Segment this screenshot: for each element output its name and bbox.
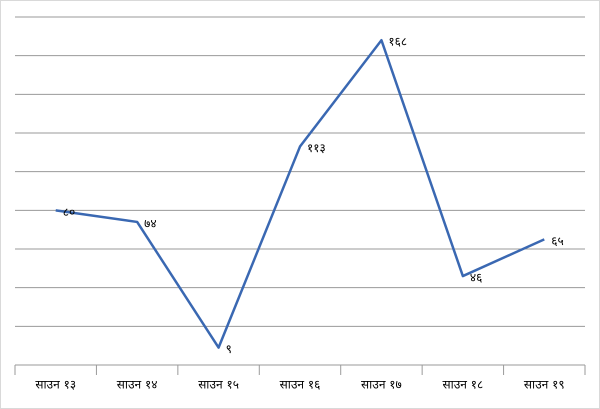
x-tick-label: साउन १९ [524, 378, 565, 392]
x-tick-label: साउन १५ [198, 378, 239, 392]
x-tick-label: साउन १४ [117, 378, 158, 392]
data-label: ८० [63, 205, 75, 219]
data-label: ६५ [551, 234, 563, 248]
data-label: १६८ [388, 35, 407, 49]
x-tick-label: साउन १७ [361, 378, 402, 392]
series-line [55, 38, 545, 349]
data-label: ९ [226, 342, 232, 356]
x-tick-label: साउन १६ [280, 378, 321, 392]
x-tick-label: साउन १३ [35, 378, 76, 392]
x-tick-label: साउन १८ [442, 378, 483, 392]
data-label: ४६ [470, 271, 482, 285]
data-label: ७४ [144, 216, 156, 230]
data-label: ११३ [307, 141, 326, 155]
